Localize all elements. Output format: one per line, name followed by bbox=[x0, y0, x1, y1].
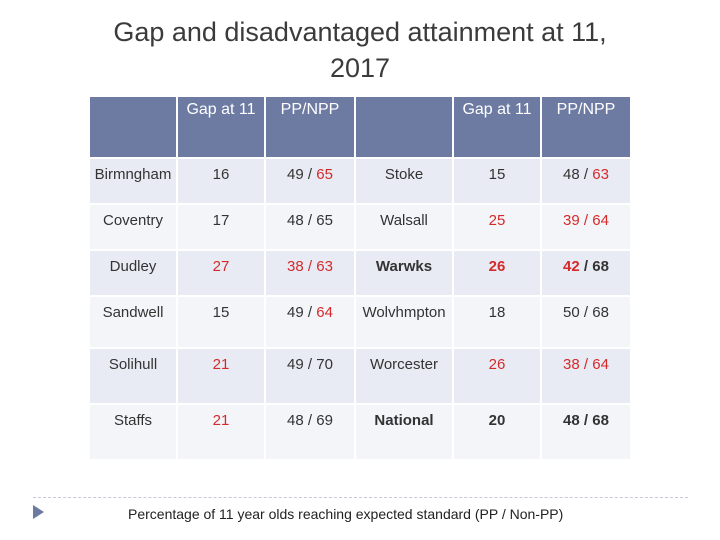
la-name-left: Solihull bbox=[90, 349, 176, 403]
gap-left: 27 bbox=[178, 251, 264, 295]
table-row: Dudley 27 38 / 63 Warwks 26 42 / 68 bbox=[90, 251, 630, 295]
gap-right: 15 bbox=[454, 159, 540, 203]
ppnpp-left: 48 / 69 bbox=[266, 405, 354, 459]
la-name-right: Stoke bbox=[356, 159, 452, 203]
header-ppnpp-left: PP/NPP bbox=[266, 97, 354, 157]
la-name-left: Dudley bbox=[90, 251, 176, 295]
separator: / bbox=[303, 412, 317, 429]
gap-left: 17 bbox=[178, 205, 264, 249]
play-arrow-icon bbox=[33, 505, 44, 519]
npp-right: 64 bbox=[592, 212, 609, 229]
pp-right: 48 bbox=[563, 166, 580, 183]
pp-right: 39 bbox=[563, 212, 580, 229]
ppnpp-right: 39 / 64 bbox=[542, 205, 630, 249]
pp-left: 48 bbox=[287, 212, 304, 229]
ppnpp-right: 38 / 64 bbox=[542, 349, 630, 403]
separator: / bbox=[579, 258, 593, 275]
la-name-left: Staffs bbox=[90, 405, 176, 459]
gap-left: 21 bbox=[178, 405, 264, 459]
ppnpp-right: 50 / 68 bbox=[542, 297, 630, 347]
npp-right: 63 bbox=[592, 166, 609, 183]
pp-left: 48 bbox=[287, 412, 304, 429]
separator: / bbox=[303, 304, 317, 321]
pp-right: 48 bbox=[563, 412, 580, 429]
pp-left: 38 bbox=[287, 258, 304, 275]
ppnpp-left: 38 / 63 bbox=[266, 251, 354, 295]
npp-left: 63 bbox=[316, 258, 333, 275]
ppnpp-left: 49 / 65 bbox=[266, 159, 354, 203]
header-blank-right bbox=[356, 97, 452, 157]
npp-right: 68 bbox=[592, 304, 609, 321]
npp-right: 68 bbox=[592, 412, 609, 429]
gap-right: 20 bbox=[454, 405, 540, 459]
title-line-1: Gap and disadvantaged attainment at 11, bbox=[113, 17, 607, 47]
ppnpp-right: 42 / 68 bbox=[542, 251, 630, 295]
gap-right: 26 bbox=[454, 251, 540, 295]
la-name-left: Coventry bbox=[90, 205, 176, 249]
separator: / bbox=[579, 304, 593, 321]
la-name-right: Worcester bbox=[356, 349, 452, 403]
table-row: Solihull 21 49 / 70 Worcester 26 38 / 64 bbox=[90, 349, 630, 403]
npp-left: 65 bbox=[316, 212, 333, 229]
separator: / bbox=[579, 356, 593, 373]
pp-right: 38 bbox=[563, 356, 580, 373]
la-name-left: Birmngham bbox=[90, 159, 176, 203]
npp-right: 68 bbox=[592, 258, 609, 275]
gap-right: 26 bbox=[454, 349, 540, 403]
la-name-left: Sandwell bbox=[90, 297, 176, 347]
ppnpp-left: 48 / 65 bbox=[266, 205, 354, 249]
header-ppnpp-right: PP/NPP bbox=[542, 97, 630, 157]
npp-left: 65 bbox=[316, 166, 333, 183]
attainment-table: Gap at 11 PP/NPP Gap at 11 PP/NPP Birmng… bbox=[88, 95, 632, 461]
npp-left: 64 bbox=[316, 304, 333, 321]
separator: / bbox=[579, 166, 593, 183]
ppnpp-right: 48 / 68 bbox=[542, 405, 630, 459]
ppnpp-left: 49 / 70 bbox=[266, 349, 354, 403]
table-header-row: Gap at 11 PP/NPP Gap at 11 PP/NPP bbox=[90, 97, 630, 157]
la-name-right: Wolvhmpton bbox=[356, 297, 452, 347]
table-row: Birmngham 16 49 / 65 Stoke 15 48 / 63 bbox=[90, 159, 630, 203]
header-blank-left bbox=[90, 97, 176, 157]
header-gap-right: Gap at 11 bbox=[454, 97, 540, 157]
separator: / bbox=[579, 212, 593, 229]
separator: / bbox=[303, 356, 317, 373]
separator: / bbox=[303, 166, 317, 183]
la-name-right: Walsall bbox=[356, 205, 452, 249]
pp-right: 50 bbox=[563, 304, 580, 321]
footer-divider bbox=[33, 497, 688, 498]
npp-right: 64 bbox=[592, 356, 609, 373]
table-row: Staffs 21 48 / 69 National 20 48 / 68 bbox=[90, 405, 630, 459]
slide-title: Gap and disadvantaged attainment at 11, … bbox=[60, 14, 660, 86]
header-gap-left: Gap at 11 bbox=[178, 97, 264, 157]
la-name-right: Warwks bbox=[356, 251, 452, 295]
ppnpp-left: 49 / 64 bbox=[266, 297, 354, 347]
la-name-right: National bbox=[356, 405, 452, 459]
pp-right: 42 bbox=[563, 258, 580, 275]
separator: / bbox=[579, 412, 593, 429]
gap-left: 21 bbox=[178, 349, 264, 403]
pp-left: 49 bbox=[287, 356, 304, 373]
gap-left: 15 bbox=[178, 297, 264, 347]
title-line-2: 2017 bbox=[329, 53, 391, 83]
table-row: Sandwell 15 49 / 64 Wolvhmpton 18 50 / 6… bbox=[90, 297, 630, 347]
separator: / bbox=[303, 212, 317, 229]
gap-left: 16 bbox=[178, 159, 264, 203]
footer-caption: Percentage of 11 year olds reaching expe… bbox=[128, 506, 564, 522]
gap-right: 25 bbox=[454, 205, 540, 249]
separator: / bbox=[303, 258, 317, 275]
npp-left: 69 bbox=[316, 412, 333, 429]
npp-left: 70 bbox=[316, 356, 333, 373]
pp-left: 49 bbox=[287, 166, 304, 183]
table-row: Coventry 17 48 / 65 Walsall 25 39 / 64 bbox=[90, 205, 630, 249]
gap-right: 18 bbox=[454, 297, 540, 347]
ppnpp-right: 48 / 63 bbox=[542, 159, 630, 203]
pp-left: 49 bbox=[287, 304, 304, 321]
